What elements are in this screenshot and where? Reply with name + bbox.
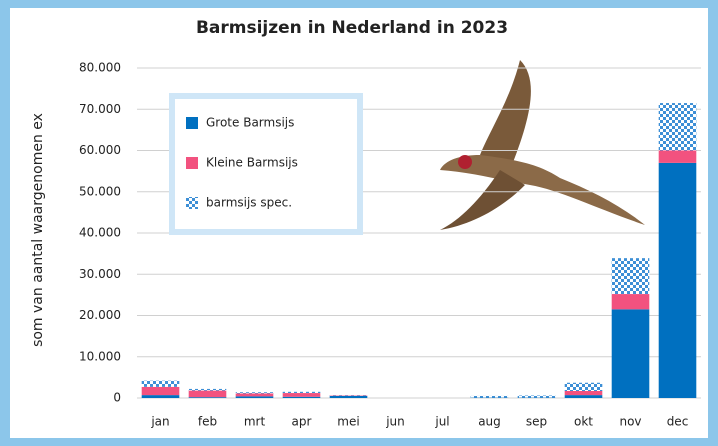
x-tick-label: jun — [385, 415, 405, 429]
bar-segment — [236, 393, 274, 396]
legend-swatch — [186, 117, 198, 129]
bar-segment — [236, 396, 274, 398]
x-tick-label: aug — [478, 415, 501, 429]
y-tick-label: 0 — [113, 391, 121, 405]
bar-segment — [189, 397, 227, 398]
bar-segment — [612, 309, 650, 398]
legend-label: Kleine Barmsijs — [206, 156, 298, 170]
bar-segment — [283, 393, 321, 397]
x-tick-label: mei — [337, 415, 359, 429]
bar-segment — [659, 151, 697, 163]
legend-swatch — [186, 157, 198, 169]
x-tick-label: sep — [526, 415, 547, 429]
bar-segment — [612, 294, 650, 309]
bar-segment — [612, 258, 650, 294]
y-tick-label: 80.000 — [79, 61, 121, 75]
x-tick-label: okt — [574, 415, 593, 429]
x-tick-label: dec — [667, 415, 689, 429]
x-tick-label: feb — [198, 415, 217, 429]
bar-segment — [189, 389, 227, 391]
bar-segment — [565, 395, 603, 398]
x-tick-label: jan — [150, 415, 169, 429]
legend-label: barmsijs spec. — [206, 196, 292, 210]
y-tick-label: 10.000 — [79, 349, 121, 363]
x-tick-label: mrt — [244, 415, 266, 429]
bar-segment — [659, 163, 697, 398]
x-tick-label: nov — [619, 415, 641, 429]
y-tick-label: 60.000 — [79, 143, 121, 157]
bar-segment — [471, 396, 509, 398]
y-tick-label: 30.000 — [79, 267, 121, 281]
legend-swatch — [186, 197, 198, 209]
x-tick-label: apr — [292, 415, 312, 429]
bar-segment — [142, 381, 180, 387]
y-tick-label: 50.000 — [79, 184, 121, 198]
bar-segment — [659, 103, 697, 150]
legend-label: Grote Barmsijs — [206, 116, 294, 130]
y-axis-title: som van aantal waargenomen ex — [30, 113, 46, 347]
chart-title: Barmsijzen in Nederland in 2023 — [196, 18, 508, 38]
bar-segment — [565, 391, 603, 395]
x-tick-label: jul — [434, 415, 449, 429]
y-tick-label: 20.000 — [79, 308, 121, 322]
bar-segment — [565, 383, 603, 391]
y-tick-label: 40.000 — [79, 226, 121, 240]
y-tick-label: 70.000 — [79, 102, 121, 116]
bar-segment — [283, 392, 321, 393]
bar-segment — [330, 396, 368, 398]
bar-segment — [142, 387, 180, 395]
bar-segment — [142, 395, 180, 398]
chart: Barmsijzen in Nederland in 2023 som van … — [0, 0, 718, 446]
bar-segment — [518, 396, 556, 398]
bar-segment — [189, 391, 227, 398]
bar-segment — [283, 397, 321, 398]
bar-segment — [236, 392, 274, 393]
